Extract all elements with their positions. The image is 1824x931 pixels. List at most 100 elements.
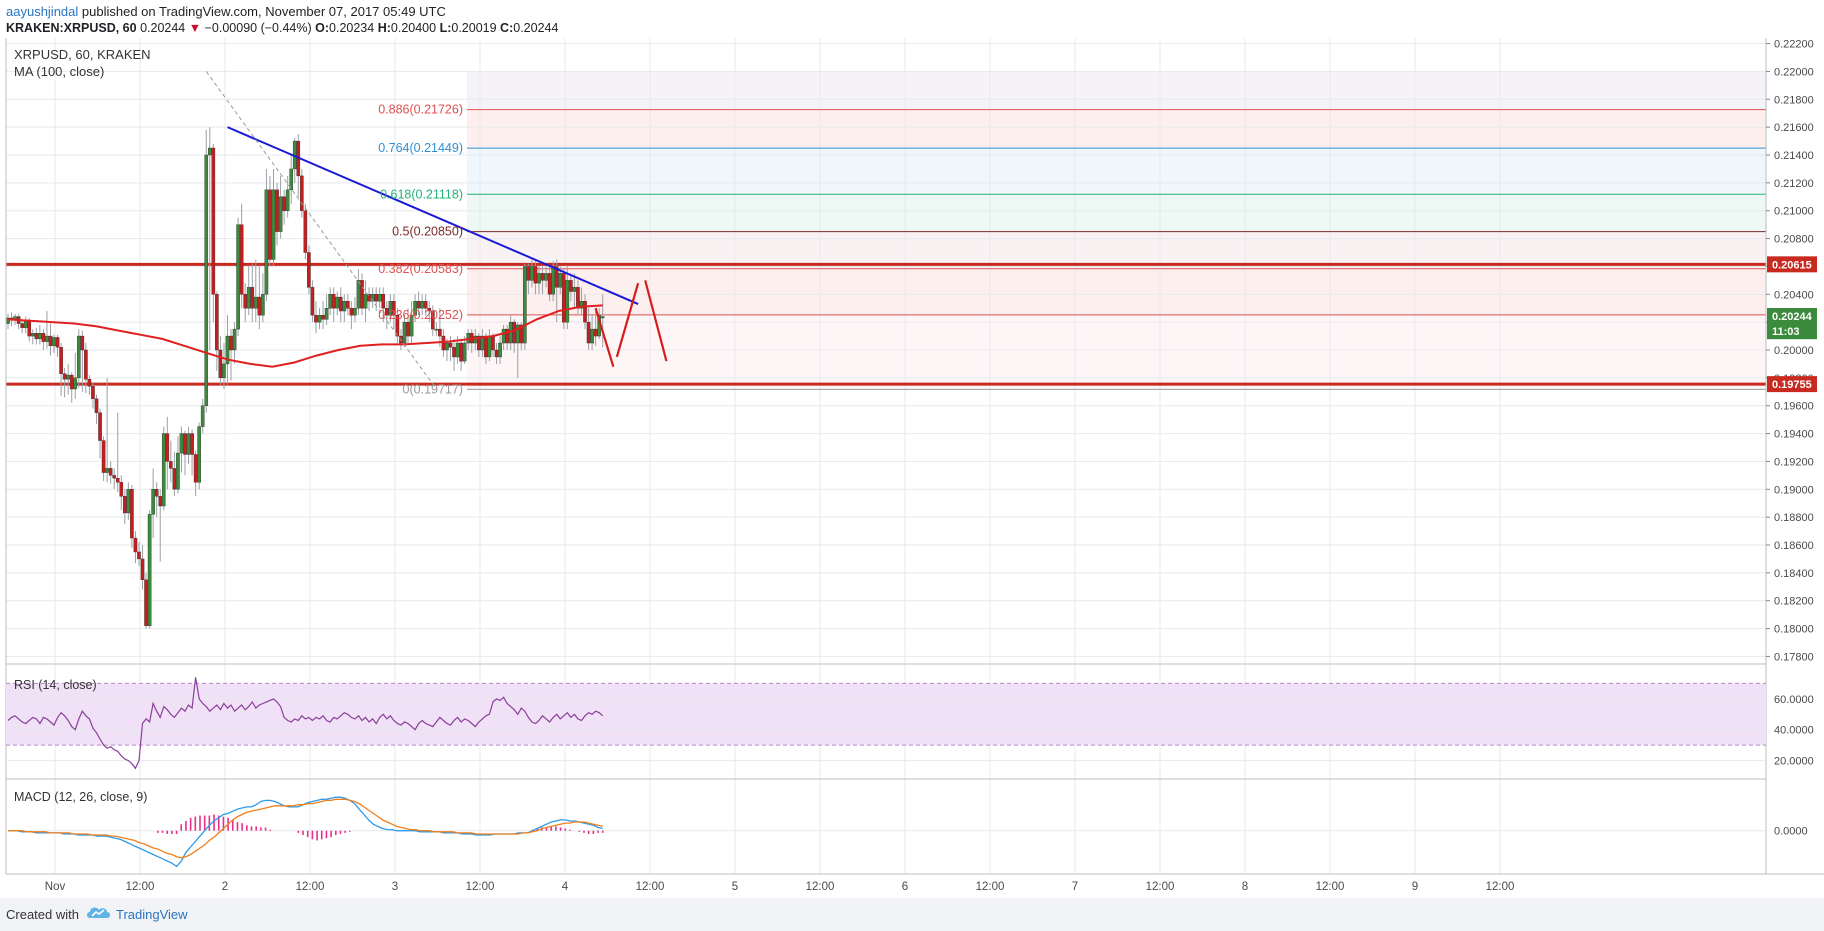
candle-body <box>257 296 262 316</box>
time-tick-label: 8 <box>1242 881 1248 893</box>
candle-body <box>264 189 269 295</box>
candle-body <box>211 147 216 295</box>
high-label: H: <box>377 21 391 35</box>
candle-body <box>441 335 446 351</box>
candle-body <box>420 301 424 309</box>
price-chart[interactable]: 0.886(0.21726) 0.764(0.21449) 0.618(0.2111… <box>0 38 1824 898</box>
candle-body <box>140 558 145 581</box>
candle-body <box>229 335 233 351</box>
candle-body <box>236 224 240 330</box>
candle-body <box>30 333 35 337</box>
candle-body <box>551 266 555 295</box>
candle-body <box>59 347 63 374</box>
candle-body <box>477 335 481 351</box>
candle-body <box>565 280 570 323</box>
candle-body <box>600 316 605 319</box>
projection-stroke <box>644 280 668 362</box>
time-tick-label: 9 <box>1412 881 1418 893</box>
candle-body <box>579 301 584 309</box>
candle-body <box>225 335 230 365</box>
price-tick-label: 0.18000 <box>1774 624 1814 636</box>
candle-body <box>48 335 53 347</box>
fib-level-label: 0.886(0.21726) <box>378 103 463 117</box>
candle-body <box>438 328 442 337</box>
fibonacci-labels: 0.886(0.21726) 0.764(0.21449) 0.618(0.2111… <box>378 103 463 397</box>
quote-line: KRAKEN:XRPUSD, 60 0.20244 ▼ −0.00090 (−0… <box>6 21 558 35</box>
macd-pane[interactable]: MACD (12, 26, close, 9) <box>6 790 1766 868</box>
rsi-tick-label: 20.0000 <box>1774 756 1814 768</box>
rsi-tick-label: 60.0000 <box>1774 694 1814 706</box>
header: aayushjindal published on TradingView.co… <box>0 0 1824 38</box>
candle-body <box>338 296 343 312</box>
candle-body <box>52 337 56 347</box>
fib-band <box>467 314 1766 390</box>
fib-level-label: 0(0.19717) <box>403 382 463 396</box>
candle-body <box>246 287 251 309</box>
candle-body <box>402 321 407 344</box>
price-tick-label: 0.20800 <box>1774 234 1814 246</box>
candle-body <box>505 328 509 344</box>
low-label: L: <box>439 21 452 35</box>
candle-body <box>349 308 354 316</box>
author-link[interactable]: aayushjindal <box>6 4 79 19</box>
price-tick-label: 0.19200 <box>1774 456 1814 468</box>
candle-body <box>261 294 265 316</box>
candle-body <box>586 321 591 344</box>
candle-body <box>27 320 32 337</box>
time-tick-label: 4 <box>562 881 569 893</box>
price-axis[interactable]: 0.22200 0.22000 0.21800 0.21600 0.21400 0.212… <box>1766 39 1817 838</box>
rsi-band <box>6 683 1766 746</box>
candle-body <box>360 280 364 309</box>
main-grid <box>6 38 1766 874</box>
footer: Created with TradingView <box>0 898 1824 931</box>
time-tick-label: 2 <box>222 881 228 893</box>
candle-body <box>413 301 417 316</box>
candle-body <box>498 342 502 358</box>
price-label: 0.20615 <box>1772 259 1812 271</box>
candle-body <box>204 154 209 406</box>
candle-body <box>519 324 524 344</box>
price-tick-label: 0.22200 <box>1774 39 1814 51</box>
candle-body <box>303 210 308 253</box>
candle-body <box>363 294 368 309</box>
candle-body <box>73 377 78 390</box>
candle-body <box>193 454 198 483</box>
candle-body <box>561 273 566 323</box>
time-tick-label: 12:00 <box>1486 881 1515 893</box>
candle-body <box>172 468 177 490</box>
candle-body <box>126 489 131 514</box>
candle-body <box>558 273 563 288</box>
time-tick-label: 3 <box>392 881 398 893</box>
fib-band <box>467 71 1766 110</box>
candle-body <box>186 433 191 455</box>
rsi-line <box>7 677 604 770</box>
macd-tick-label: 0.0000 <box>1774 826 1808 838</box>
fib-band <box>467 231 1766 269</box>
candle-body <box>94 398 99 413</box>
candle-body <box>328 294 332 309</box>
candle-body <box>84 349 88 380</box>
fibonacci-bands <box>467 71 1766 390</box>
ma-legend: MA (100, close) <box>14 64 104 79</box>
time-tick-label: 12:00 <box>1146 881 1175 893</box>
rsi-grid <box>6 682 1766 762</box>
candle-body <box>253 296 258 309</box>
candle-body <box>501 328 506 344</box>
candle-body <box>161 433 166 507</box>
candle-body <box>590 328 594 344</box>
tradingview-brand-link[interactable]: TradingView <box>116 907 188 922</box>
time-tick-label: 12:00 <box>1316 881 1345 893</box>
main-pane[interactable]: 0.886(0.21726) 0.764(0.21449) 0.618(0.2111… <box>5 38 1824 875</box>
time-tick-label: 5 <box>732 881 738 893</box>
candle-body <box>80 335 85 351</box>
fib-level-label: 0.764(0.21449) <box>378 141 463 155</box>
price-tick-label: 0.19600 <box>1774 401 1814 413</box>
candle-body <box>183 433 187 455</box>
price-tick-label: 0.19400 <box>1774 429 1814 441</box>
rsi-pane[interactable]: RSI (14, close) <box>6 677 1766 770</box>
candle-body <box>459 342 463 362</box>
time-axis[interactable]: Nov 12:00 2 12:00 3 12:00 4 12:00 5 12:00 6 12:00 7 1… <box>45 881 1515 893</box>
candle-body <box>445 342 449 351</box>
candle-body <box>151 489 155 515</box>
chart-legend-title: XRPUSD, 60, KRAKEN <box>14 47 151 62</box>
